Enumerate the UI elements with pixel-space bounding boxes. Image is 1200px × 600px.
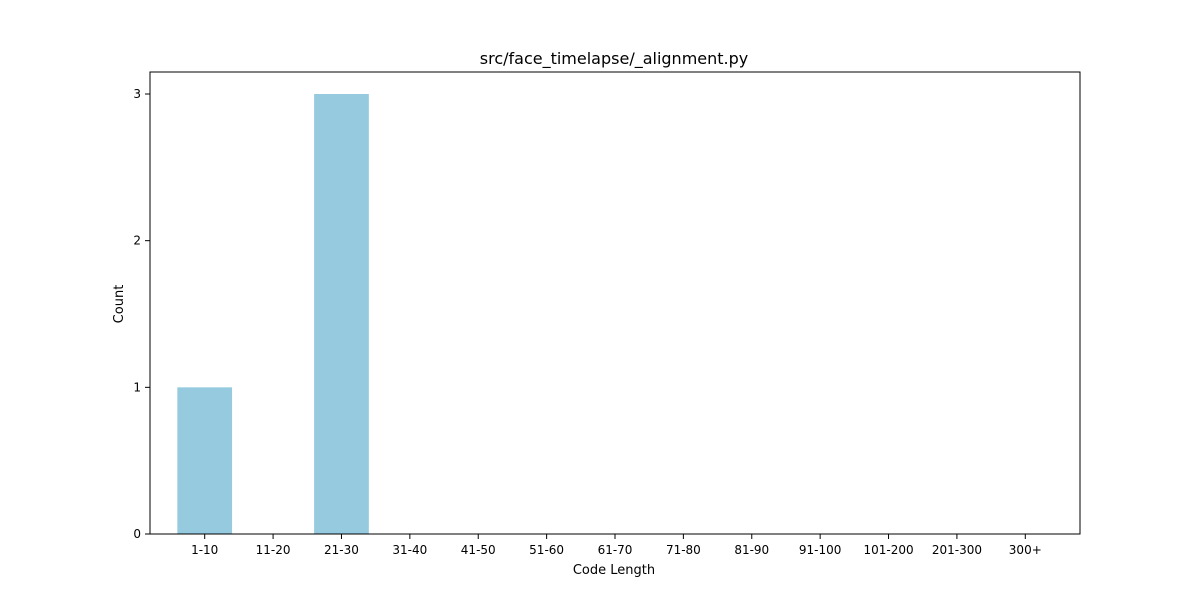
bar-21-30 <box>314 94 369 534</box>
x-tick-label: 31-40 <box>392 543 427 557</box>
x-tick-label: 51-60 <box>529 543 564 557</box>
x-tick-label: 101-200 <box>863 543 913 557</box>
x-tick-label: 21-30 <box>324 543 359 557</box>
x-tick-label: 81-90 <box>734 543 769 557</box>
x-tick-label: 91-100 <box>799 543 842 557</box>
x-axis-ticks: 1-10 11-20 21-30 31-40 41-50 51-60 61-70 71-80 8… <box>191 534 1042 557</box>
chart-title: src/face_timelapse/_alignment.py <box>480 49 749 69</box>
x-axis-label: Code Length <box>573 563 655 578</box>
y-axis-label: Count <box>112 285 127 324</box>
y-tick-label: 2 <box>133 234 141 248</box>
y-tick-label: 1 <box>133 380 141 394</box>
x-tick-label: 300+ <box>1009 543 1042 557</box>
bar-1-10 <box>177 387 233 534</box>
x-tick-label: 11-20 <box>256 543 291 557</box>
x-tick-label: 1-10 <box>191 543 218 557</box>
x-tick-label: 201-300 <box>932 543 982 557</box>
bars-group <box>177 94 369 534</box>
y-tick-label: 0 <box>133 527 141 541</box>
y-axis-ticks: 0 1 2 3 <box>133 87 150 541</box>
x-tick-label: 71-80 <box>666 543 701 557</box>
x-tick-label: 41-50 <box>461 543 496 557</box>
x-tick-label: 61-70 <box>598 543 633 557</box>
y-tick-label: 3 <box>133 87 141 101</box>
